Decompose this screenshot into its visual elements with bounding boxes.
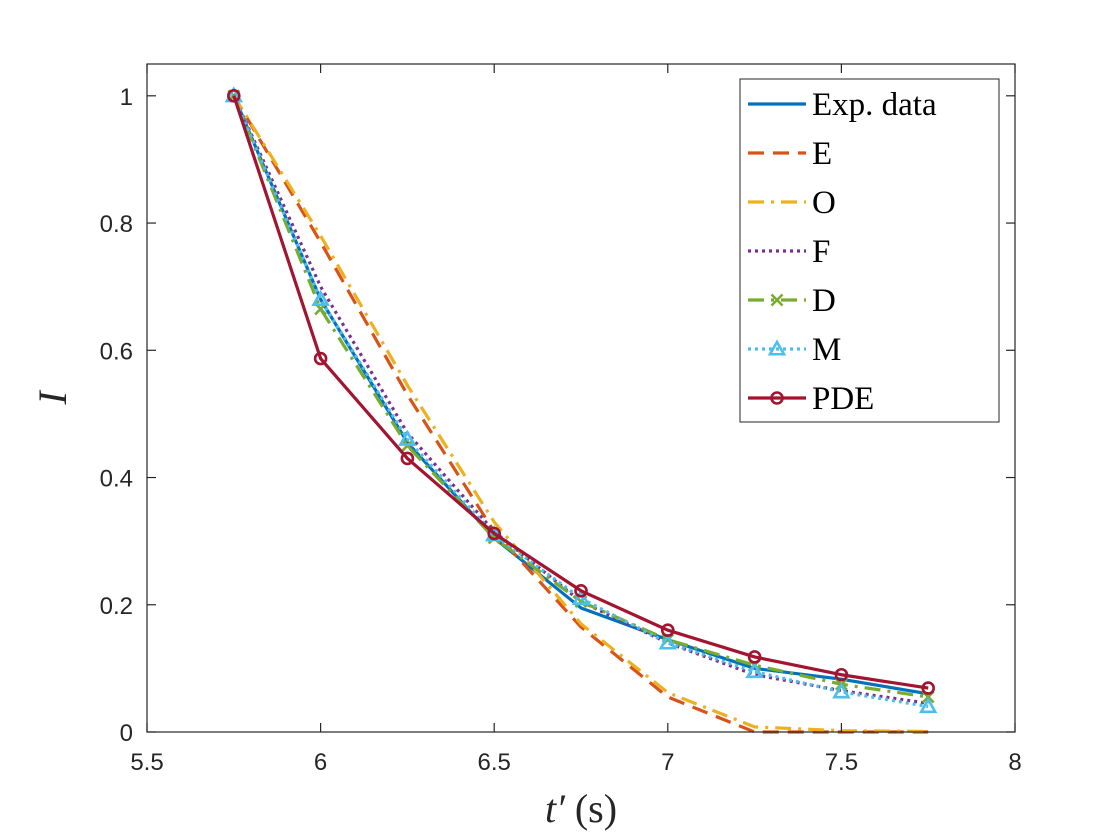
series-line-e	[232, 94, 929, 734]
data-point-m	[398, 429, 417, 446]
y-tick-label: 0	[120, 720, 133, 747]
series-m	[224, 86, 938, 714]
legend-marker	[767, 339, 787, 356]
x-tick-label: 6.5	[478, 749, 511, 776]
data-point-pde	[574, 583, 588, 598]
legend-label: E	[812, 136, 832, 172]
x-tick-labels: 5.5 6 6.5 7 7.5 8	[130, 749, 1021, 776]
series-o	[232, 94, 929, 733]
legend-marker	[770, 293, 784, 307]
legend-entry-o: O	[748, 185, 836, 221]
series-e	[232, 94, 929, 734]
series-line-o	[232, 94, 929, 733]
x-tick-label: 7	[661, 749, 674, 776]
y-tick-label: 0.4	[100, 466, 133, 493]
data-point-pde	[834, 667, 849, 682]
data-point-pde	[227, 89, 241, 103]
y-tick-label: 0.2	[100, 593, 133, 620]
legend-entry-pde: PDE	[748, 381, 874, 417]
x-tick-label: 6	[314, 749, 327, 776]
series-pde	[227, 89, 936, 695]
x-axis-unit: (s)	[575, 786, 617, 831]
data-point-pde	[400, 451, 415, 466]
series-line-exp-data	[232, 95, 929, 696]
data-point-m	[571, 588, 591, 605]
legend-label: F	[812, 234, 830, 270]
x-axis-unit-spacer	[565, 786, 575, 831]
y-tick-labels: 0 0.2 0.4 0.6 0.8 1	[100, 84, 133, 747]
legend-entry-d: D	[748, 283, 836, 319]
data-point-pde	[747, 650, 762, 664]
data-point-m	[832, 682, 851, 699]
data-point-m	[745, 661, 764, 679]
legend-label: O	[812, 185, 836, 221]
x-axis-title: t′ (s)	[545, 786, 617, 831]
x-tick-label: 8	[1008, 749, 1021, 776]
data-point-pde	[313, 351, 328, 366]
y-axis-title: I	[30, 390, 75, 406]
y-tick-label: 0.6	[100, 338, 133, 365]
data-point-pde	[487, 526, 502, 541]
legend-label: PDE	[812, 381, 874, 417]
legend-label: D	[812, 283, 836, 319]
series-exp-data	[232, 95, 929, 696]
x-tick-label: 5.5	[130, 749, 163, 776]
legend-entry-exp-data: Exp. data	[748, 87, 937, 123]
data-point-m	[918, 696, 938, 714]
legend-label: Exp. data	[812, 87, 937, 123]
plot-frame	[146, 63, 1016, 733]
legend-entry-f: F	[748, 234, 830, 270]
data-point-m	[658, 633, 678, 650]
series-line-f	[232, 95, 929, 705]
series-f	[232, 95, 929, 705]
tick-layer	[146, 64, 1016, 733]
series-line-pde	[232, 95, 929, 690]
x-tick-label: 7.5	[825, 749, 858, 776]
legend-label: M	[812, 332, 841, 368]
y-tick-label: 1	[120, 84, 133, 111]
x-axis-symbol: t′	[545, 786, 566, 831]
legend-marker	[770, 391, 784, 405]
y-tick-label: 0.8	[100, 211, 133, 238]
legend-entry-e: E	[748, 136, 832, 172]
legend-entry-m: M	[748, 332, 841, 368]
data-point-pde	[921, 681, 936, 695]
series-line-d	[232, 95, 929, 699]
data-point-pde	[660, 623, 675, 638]
data-point-m	[311, 289, 330, 306]
series-layer	[224, 86, 938, 734]
